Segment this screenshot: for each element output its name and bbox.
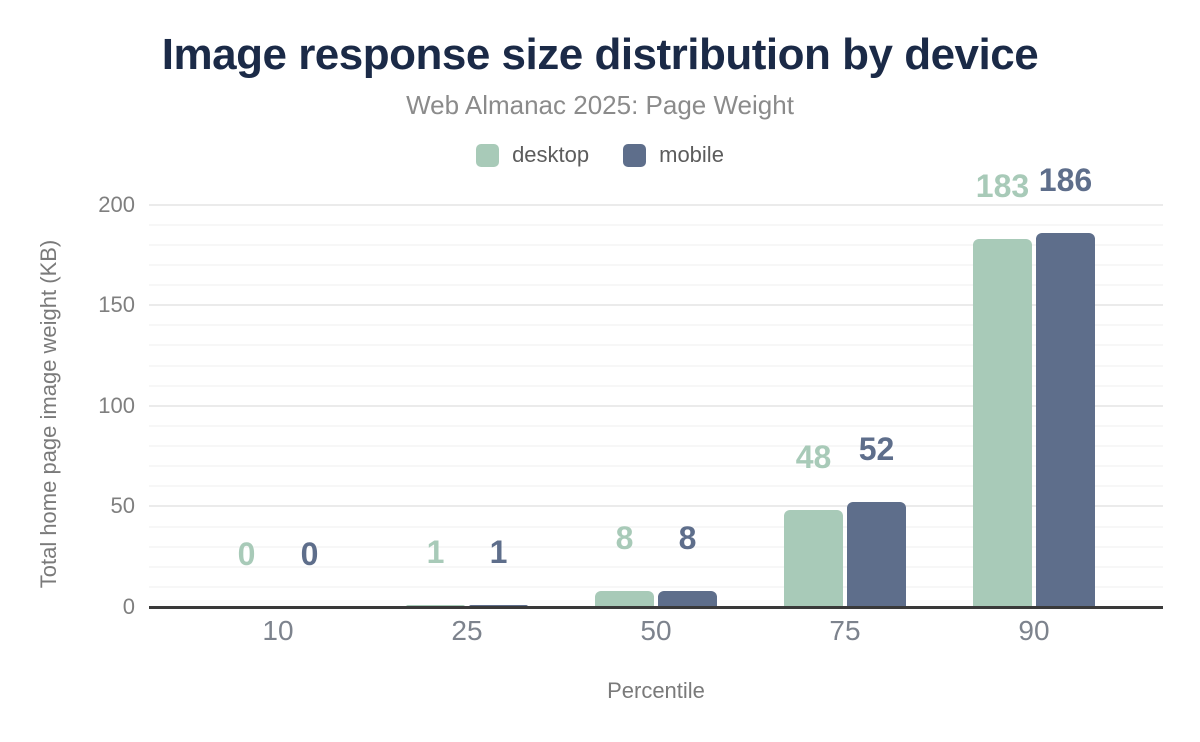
legend-label-desktop: desktop <box>512 142 590 167</box>
value-label-mobile-p90: 186 <box>1038 161 1093 198</box>
value-label-desktop-p90: 183 <box>975 167 1030 204</box>
bar-desktop-p75 <box>784 510 843 607</box>
value-label-desktop-p10: 0 <box>237 536 256 572</box>
gridline-minor <box>149 585 1163 588</box>
gridline-minor <box>149 284 1163 286</box>
legend-label-mobile: mobile <box>659 142 724 167</box>
gridline-minor <box>149 565 1163 568</box>
x-tick-label: 75 <box>829 615 861 646</box>
gridline-minor <box>149 525 1163 528</box>
x-tick-label: 50 <box>640 615 672 646</box>
desktop-swatch-icon <box>476 143 500 167</box>
x-axis-title: Percentile <box>607 678 705 703</box>
legend-item-mobile: mobile <box>623 142 724 168</box>
x-tick-label: 10 <box>262 615 294 646</box>
chart-subtitle: Web Almanac 2025: Page Weight <box>406 90 794 120</box>
gridline-major <box>149 404 1163 407</box>
gridline-major <box>149 304 1163 307</box>
value-label-desktop-p75: 48 <box>795 439 832 476</box>
y-tick-label: 0 <box>122 594 135 619</box>
gridline-minor <box>149 424 1163 427</box>
gridline-minor <box>149 344 1163 347</box>
y-tick-label: 50 <box>110 493 135 519</box>
gridline-major <box>149 505 1163 508</box>
gridline-minor <box>149 445 1163 447</box>
value-label-mobile-p10: 0 <box>300 536 319 572</box>
y-tick-label: 150 <box>98 292 135 318</box>
gridline-minor <box>149 364 1163 367</box>
value-label-desktop-p50: 8 <box>615 519 634 556</box>
y-tick-label: 100 <box>98 392 135 418</box>
gridline-major <box>149 203 1163 206</box>
bar-mobile-p50 <box>658 590 717 607</box>
gridline-minor <box>149 324 1163 327</box>
gridline-minor <box>149 263 1163 266</box>
value-label-mobile-p50: 8 <box>678 519 697 556</box>
value-label-desktop-p25: 1 <box>426 533 445 570</box>
x-axis-line <box>149 605 1163 609</box>
gridline-minor <box>149 485 1163 488</box>
value-label-mobile-p75: 52 <box>858 431 895 468</box>
y-tick-label: 200 <box>98 191 135 217</box>
gridline-minor <box>149 465 1163 468</box>
gridline-minor <box>149 223 1163 226</box>
legend: desktop mobile <box>0 141 1200 169</box>
bar-mobile-p75 <box>847 502 906 607</box>
gridline-minor <box>149 243 1163 246</box>
chart-title: Image response size distribution by devi… <box>161 30 1039 79</box>
mobile-swatch-icon <box>623 143 647 167</box>
x-tick-label: 25 <box>451 615 483 646</box>
bar-mobile-p90 <box>1036 232 1095 607</box>
gridline-minor <box>149 545 1163 548</box>
legend-item-desktop: desktop <box>476 142 589 168</box>
value-label-mobile-p25: 1 <box>489 533 508 570</box>
bar-desktop-p90 <box>973 238 1032 607</box>
bar-desktop-p50 <box>595 590 654 607</box>
x-tick-label: 90 <box>1018 615 1050 646</box>
gridline-minor <box>149 384 1163 387</box>
